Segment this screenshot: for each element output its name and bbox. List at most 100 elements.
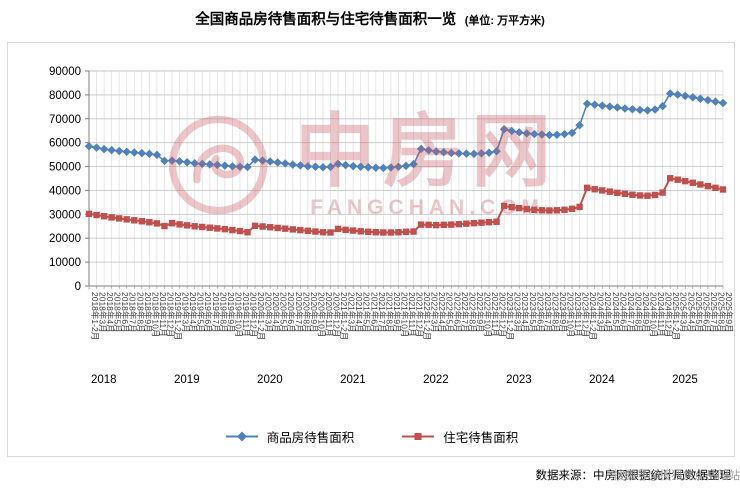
svg-text:2025年7月: 2025年7月 (709, 292, 719, 333)
chart-figure: 0 10000 20000 30000 40000 50000 60000 70000 8000… (7, 42, 735, 457)
svg-text:2024年12月: 2024年12月 (664, 292, 674, 337)
svg-text:2019年6月: 2019年6月 (203, 292, 213, 333)
svg-text:2022年9月: 2022年9月 (475, 292, 485, 333)
svg-text:2018年11月: 2018年11月 (158, 292, 168, 337)
svg-text:30000: 30000 (49, 209, 81, 221)
svg-text:2020年10月: 2020年10月 (316, 292, 326, 337)
legend-label-commercial: 商品房待售面积 (266, 431, 355, 445)
svg-text:2022年1-2月: 2022年1-2月 (422, 292, 432, 340)
svg-text:2023年10月: 2023年10月 (566, 292, 576, 337)
svg-text:2019年12月: 2019年12月 (249, 292, 259, 337)
svg-text:2018年12月: 2018年12月 (165, 292, 175, 337)
svg-text:2022: 2022 (423, 374, 449, 386)
svg-text:2021年12月: 2021年12月 (415, 292, 425, 337)
line-chart-plot: 0 10000 20000 30000 40000 50000 60000 70000 8000… (49, 66, 734, 386)
svg-text:2023年8月: 2023年8月 (550, 292, 560, 333)
chart-title: 全国商品房待售面积与住宅待售面积一览 (195, 12, 457, 28)
svg-text:2020年4月: 2020年4月 (271, 292, 281, 333)
svg-text:2024年6月: 2024年6月 (618, 292, 628, 333)
svg-text:2021年10月: 2021年10月 (399, 292, 409, 337)
svg-text:0: 0 (75, 281, 81, 293)
svg-text:2018年5月: 2018年5月 (113, 292, 123, 333)
legend-marker-commercial-icon (225, 431, 258, 442)
svg-text:2021年9月: 2021年9月 (392, 292, 402, 333)
svg-text:2022年11月: 2022年11月 (490, 292, 500, 337)
svg-text:2022年12月: 2022年12月 (498, 292, 508, 337)
svg-text:2019年9月: 2019年9月 (226, 292, 236, 333)
series-residential (85, 175, 727, 236)
svg-text:2025年1-2月: 2025年1-2月 (671, 292, 681, 340)
svg-text:2023: 2023 (506, 374, 532, 386)
svg-text:10000: 10000 (49, 257, 81, 269)
svg-text:60000: 60000 (49, 138, 81, 150)
svg-text:2025年9月: 2025年9月 (724, 292, 734, 333)
svg-text:2022年4月: 2022年4月 (437, 292, 447, 333)
svg-text:2019年11月: 2019年11月 (241, 292, 251, 337)
svg-text:2024年8月: 2024年8月 (633, 292, 643, 333)
data-source-watermark: 搜狐号@搜狐焦点岳阳站 (613, 470, 740, 482)
legend-label-residential: 住宅待售面积 (443, 431, 519, 445)
svg-text:2018年8月: 2018年8月 (135, 292, 145, 333)
svg-text:2021年5月: 2021年5月 (362, 292, 372, 333)
svg-text:2024年5月: 2024年5月 (611, 292, 621, 333)
chart-legend: 商品房待售面积 住宅待售面积 (8, 427, 734, 446)
svg-text:2022年7月: 2022年7月 (460, 292, 470, 333)
svg-text:2022年8月: 2022年8月 (467, 292, 477, 333)
svg-text:2021年4月: 2021年4月 (354, 292, 364, 333)
svg-text:2022年5月: 2022年5月 (445, 292, 455, 333)
svg-text:2020年3月: 2020年3月 (264, 292, 274, 333)
svg-text:2024: 2024 (589, 374, 615, 386)
svg-text:2025年6月: 2025年6月 (701, 292, 711, 333)
svg-text:2019年10月: 2019年10月 (233, 292, 243, 337)
svg-text:2023年9月: 2023年9月 (558, 292, 568, 333)
svg-text:70000: 70000 (49, 114, 81, 126)
svg-text:80000: 80000 (49, 90, 81, 102)
svg-text:40000: 40000 (49, 185, 81, 197)
svg-text:2020年9月: 2020年9月 (309, 292, 319, 333)
svg-text:2018年6月: 2018年6月 (120, 292, 130, 333)
svg-text:2020年11月: 2020年11月 (324, 292, 334, 337)
series-commercial (84, 89, 728, 173)
y-axis-labels: 0 10000 20000 30000 40000 50000 60000 70000 8000… (49, 66, 89, 293)
svg-text:2023年1-2月: 2023年1-2月 (505, 292, 515, 340)
data-source-text: 数据来源：中房网根据统计局数据整理 (535, 470, 732, 482)
svg-text:2019年8月: 2019年8月 (218, 292, 228, 333)
svg-text:2023年5月: 2023年5月 (528, 292, 538, 333)
chart-unit-label: (单位: 万平方米) (464, 15, 545, 27)
svg-text:2021年3月: 2021年3月 (347, 292, 357, 333)
svg-text:2025: 2025 (672, 374, 698, 386)
svg-text:90000: 90000 (49, 66, 81, 78)
data-source: 数据来源：中房网根据统计局数据整理 搜狐号@搜狐焦点岳阳站 (535, 467, 740, 483)
svg-text:2021年1-2月: 2021年1-2月 (339, 292, 349, 340)
svg-text:2018年10月: 2018年10月 (150, 292, 160, 337)
svg-text:20000: 20000 (49, 233, 81, 245)
svg-text:2018年1-2月: 2018年1-2月 (90, 292, 100, 340)
svg-text:2023年11月: 2023年11月 (573, 292, 583, 337)
svg-text:2024年11月: 2024年11月 (656, 292, 666, 337)
svg-text:2025年5月: 2025年5月 (694, 292, 704, 333)
svg-text:2018年4月: 2018年4月 (105, 292, 115, 333)
svg-text:2021年7月: 2021年7月 (377, 292, 387, 333)
svg-text:2019年5月: 2019年5月 (196, 292, 206, 333)
svg-text:2021年6月: 2021年6月 (369, 292, 379, 333)
svg-text:2020年12月: 2020年12月 (332, 292, 342, 337)
svg-text:2019年3月: 2019年3月 (181, 292, 191, 333)
svg-text:2021: 2021 (340, 374, 366, 386)
page-title: 全国商品房待售面积与住宅待售面积一览 (单位: 万平方米) (0, 8, 740, 29)
svg-text:2018年7月: 2018年7月 (128, 292, 138, 333)
legend-item-commercial: 商品房待售面积 (224, 427, 355, 446)
svg-text:2023年7月: 2023年7月 (543, 292, 553, 333)
svg-text:2024年9月: 2024年9月 (641, 292, 651, 333)
svg-text:2018: 2018 (91, 374, 117, 386)
svg-text:2024年4月: 2024年4月 (603, 292, 613, 333)
svg-text:2018年3月: 2018年3月 (98, 292, 108, 333)
svg-text:2025年3月: 2025年3月 (679, 292, 689, 333)
legend-item-residential: 住宅待售面积 (400, 427, 518, 446)
svg-text:2024年10月: 2024年10月 (649, 292, 659, 337)
svg-text:2021年8月: 2021年8月 (384, 292, 394, 333)
svg-text:2019: 2019 (174, 374, 200, 386)
svg-text:2022年3月: 2022年3月 (430, 292, 440, 333)
svg-text:2022年10月: 2022年10月 (482, 292, 492, 337)
gridlines-vertical (88, 71, 724, 286)
svg-text:2025年4月: 2025年4月 (686, 292, 696, 333)
